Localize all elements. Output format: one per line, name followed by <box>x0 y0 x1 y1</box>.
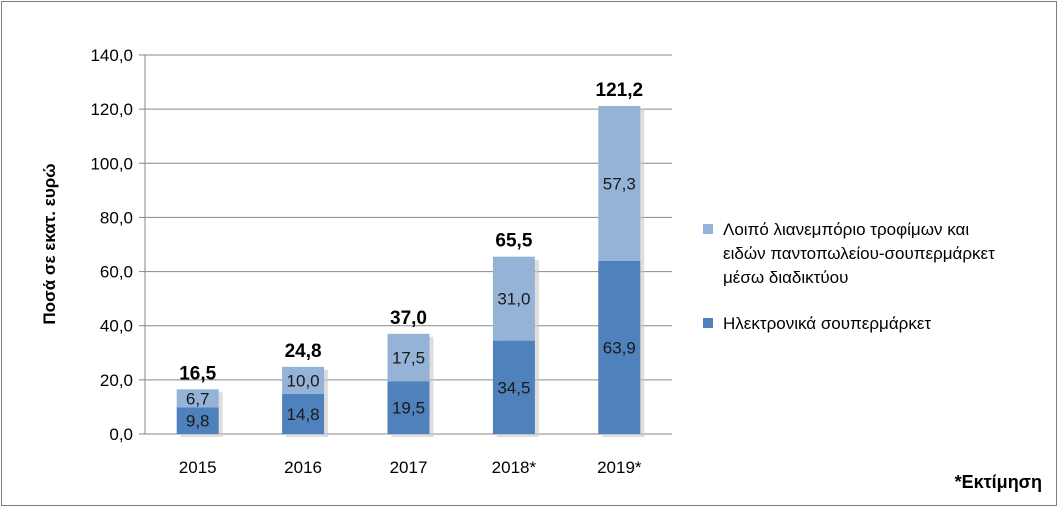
y-tick-label: 40,0 <box>100 317 133 336</box>
legend-label-other-online-retail: Λοιπό λιανεμπόριο τροφίμων και <box>723 220 969 239</box>
bar-segment-other-online-retail <box>176 389 219 408</box>
total-label: 16,5 <box>179 363 216 384</box>
bar-segment-other-online-retail <box>598 105 641 262</box>
data-label-other-online-retail: 57,3 <box>603 174 636 193</box>
data-label-online-supermarkets: 14,8 <box>287 405 320 424</box>
data-label-other-online-retail: 6,7 <box>186 389 210 408</box>
data-label-online-supermarkets: 63,9 <box>603 339 636 358</box>
legend-label-other-online-retail: ειδών παντοπωλείου-σουπερμάρκετ <box>723 244 995 263</box>
data-label-online-supermarkets: 34,5 <box>497 378 530 397</box>
total-label: 121,2 <box>596 80 644 101</box>
x-tick-label: 2015 <box>179 458 217 477</box>
bar-segment-online-supermarkets <box>492 340 535 434</box>
legend-swatch-online-supermarkets <box>703 318 713 328</box>
y-tick-label: 100,0 <box>90 154 133 173</box>
y-tick-label: 60,0 <box>100 263 133 282</box>
total-label: 65,5 <box>495 231 532 252</box>
footnote-estimate: *Εκτίμηση <box>955 472 1042 492</box>
data-label-online-supermarkets: 19,5 <box>392 399 425 418</box>
legend-label-other-online-retail: μέσω διαδικτύου <box>723 268 848 287</box>
x-tick-label: 2017 <box>390 458 428 477</box>
total-label: 24,8 <box>285 341 322 362</box>
x-tick-label: 2018* <box>492 458 537 477</box>
data-label-other-online-retail: 31,0 <box>497 290 530 309</box>
data-label-online-supermarkets: 9,8 <box>186 412 210 431</box>
bar-segment-other-online-retail <box>492 256 535 341</box>
legend-swatch-other-online-retail <box>703 224 713 234</box>
x-tick-label: 2016 <box>284 458 322 477</box>
bar-segment-online-supermarkets <box>282 393 325 434</box>
bar-segment-other-online-retail <box>282 366 325 394</box>
legend-label-online-supermarkets: Ηλεκτρονικά σουπερμάρκετ <box>723 314 931 333</box>
y-axis-label: Ποσά σε εκατ. ευρώ <box>40 163 59 324</box>
bar-segment-other-online-retail <box>387 333 430 382</box>
y-tick-label: 0,0 <box>109 425 133 444</box>
y-tick-label: 120,0 <box>90 100 133 119</box>
total-label: 37,0 <box>390 308 427 329</box>
data-label-other-online-retail: 10,0 <box>287 371 320 390</box>
data-label-other-online-retail: 17,5 <box>392 349 425 368</box>
x-tick-label: 2019* <box>597 458 642 477</box>
bar-segment-online-supermarkets <box>387 381 430 434</box>
bar-segment-online-supermarkets <box>176 407 219 434</box>
y-tick-label: 80,0 <box>100 208 133 227</box>
bar-segment-online-supermarkets <box>598 261 641 434</box>
y-tick-label: 140,0 <box>90 46 133 65</box>
y-tick-label: 20,0 <box>100 371 133 390</box>
